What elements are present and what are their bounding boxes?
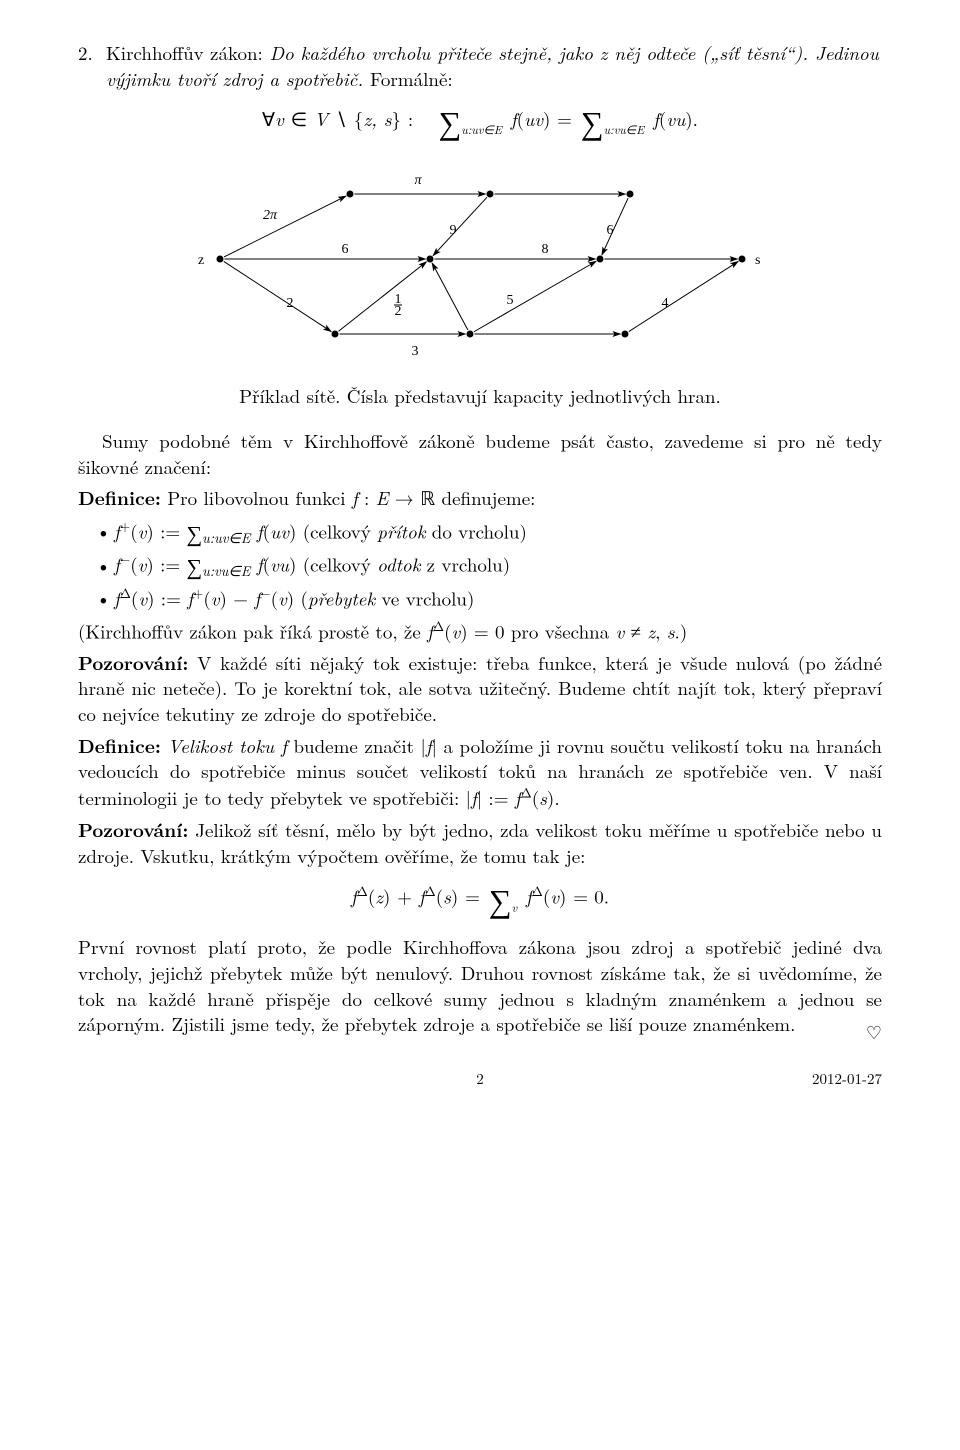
balance-formula: fΔ(z) + fΔ(s) = ∑v fΔ(v) = 0. [78, 882, 882, 916]
bullet-outflow: f−(v) := ∑u:vu∈E f(vu) (celkový odtok z … [114, 550, 882, 581]
definition-text: Pro libovolnou funkci f : E → ℝ definuje… [167, 484, 535, 511]
svg-text:8: 8 [542, 242, 549, 257]
definition-label-2: Definice: [78, 731, 161, 759]
svg-text:2π: 2π [263, 208, 278, 223]
definition-2-text: Velikost toku f budeme značit |f| a polo… [78, 732, 882, 812]
definition-2: Definice: Velikost toku f budeme značit … [78, 733, 882, 811]
kirchhoff-formula: ∀v ∈ V ∖ {z, s} : ∑u:uv∈E f(uv) = ∑u:vu∈… [78, 105, 882, 139]
svg-text:4: 4 [662, 296, 669, 311]
observation-2: Pozorování: Jelikož síť těsní, mělo by b… [78, 817, 882, 868]
network-diagram: 2ππ9668212354zs [78, 159, 882, 375]
svg-text:5: 5 [507, 293, 514, 308]
svg-text:6: 6 [607, 223, 614, 238]
diagram-caption: Příklad sítě. Čísla představují kapacity… [78, 383, 882, 409]
svg-text:π: π [414, 173, 422, 188]
item-number: 2. [78, 40, 106, 91]
definition-bullets: f+(v) := ∑u:uv∈E f(uv) (celkový přítok d… [114, 517, 882, 611]
observation-1: Pozorování: V každé síti nějaký tok exis… [78, 650, 882, 727]
observation-label: Pozorování: [78, 648, 188, 676]
svg-text:2: 2 [287, 296, 294, 311]
intro-paragraph: Sumy podobné těm v Kirchhoffově zákoně b… [78, 428, 882, 479]
svg-text:2: 2 [395, 304, 402, 319]
definition-1: Definice: Pro libovolnou funkci f : E → … [78, 485, 882, 511]
observation-1-text: V každé síti nějaký tok existuje: třeba … [78, 649, 882, 727]
observation-2-text: Jelikož síť těsní, mělo by být jedno, zd… [78, 816, 882, 869]
definition-label: Definice: [78, 483, 161, 511]
item-text: Kirchhoffův zákon: Do každého vrcholu př… [106, 40, 882, 91]
page-footer: 2 2012-01-27 [78, 1069, 882, 1089]
final-paragraph: První rovnost platí proto, že podle Kirc… [78, 934, 882, 1037]
svg-text:6: 6 [342, 242, 349, 257]
kirchhoff-law-item: 2. Kirchhoffův zákon: Do každého vrcholu… [78, 40, 882, 91]
observation-label-2: Pozorování: [78, 815, 188, 843]
network-svg: 2ππ9668212354zs [170, 159, 790, 369]
page-number: 2 [78, 1069, 882, 1089]
svg-text:9: 9 [450, 223, 457, 238]
bullet-excess: fΔ(v) := f+(v) − f−(v) (přebytek ve vrch… [114, 584, 882, 611]
svg-text:z: z [198, 253, 204, 268]
svg-text:3: 3 [412, 344, 419, 359]
kirchhoff-restatement: (Kirchhoffův zákon pak říká prostě to, ž… [78, 617, 882, 644]
heart-symbol: ♡ [866, 1021, 882, 1045]
page-date: 2012-01-27 [812, 1069, 882, 1089]
svg-text:s: s [755, 253, 760, 268]
bullet-inflow: f+(v) := ∑u:uv∈E f(uv) (celkový přítok d… [114, 517, 882, 548]
